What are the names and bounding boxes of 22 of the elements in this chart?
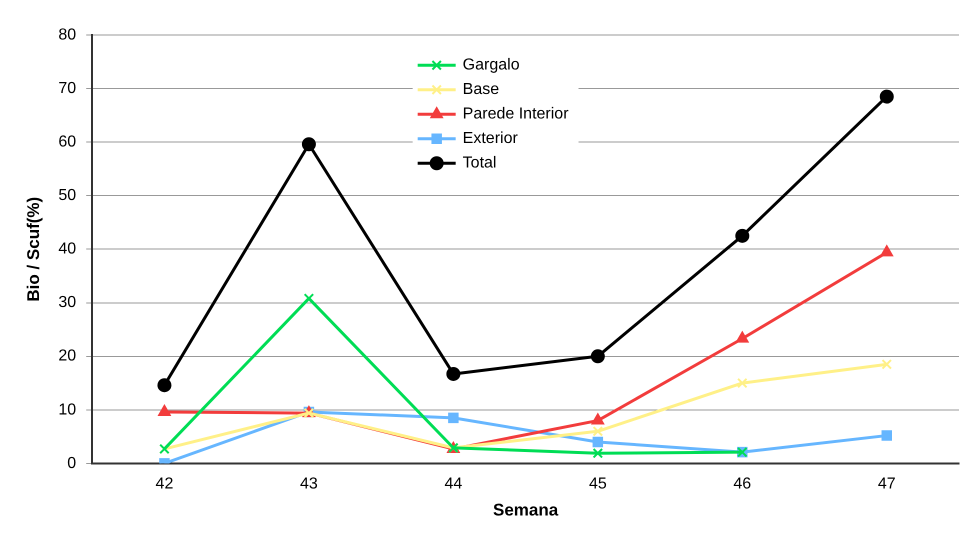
legend-label: Exterior bbox=[462, 130, 518, 148]
y-axis-title: Bio / Scuf(%) bbox=[24, 196, 43, 302]
y-tick-label: 40 bbox=[58, 240, 76, 258]
y-tick-label: 70 bbox=[58, 80, 76, 97]
legend-label: Total bbox=[462, 154, 496, 172]
y-tick-label: 10 bbox=[58, 401, 76, 418]
y-tick-label: 60 bbox=[58, 134, 76, 151]
x-tick-label: 42 bbox=[156, 475, 174, 492]
x-tick-label: 46 bbox=[733, 475, 752, 492]
x-tick-label: 45 bbox=[588, 475, 607, 492]
x-axis-title: Semana bbox=[492, 500, 559, 520]
x-tick-label: 47 bbox=[878, 475, 896, 492]
legend-label: Gargalo bbox=[462, 56, 520, 74]
y-tick-label: 0 bbox=[67, 454, 76, 472]
x-tick-label: 44 bbox=[444, 475, 462, 492]
y-tick-label: 50 bbox=[58, 187, 76, 204]
x-tick-label: 43 bbox=[300, 475, 318, 492]
y-tick-label: 80 bbox=[58, 26, 76, 44]
legend-label: Parede Interior bbox=[462, 106, 570, 123]
y-tick-label: 20 bbox=[58, 348, 76, 365]
legend-label: Base bbox=[462, 81, 500, 98]
y-tick-label: 30 bbox=[58, 294, 76, 312]
